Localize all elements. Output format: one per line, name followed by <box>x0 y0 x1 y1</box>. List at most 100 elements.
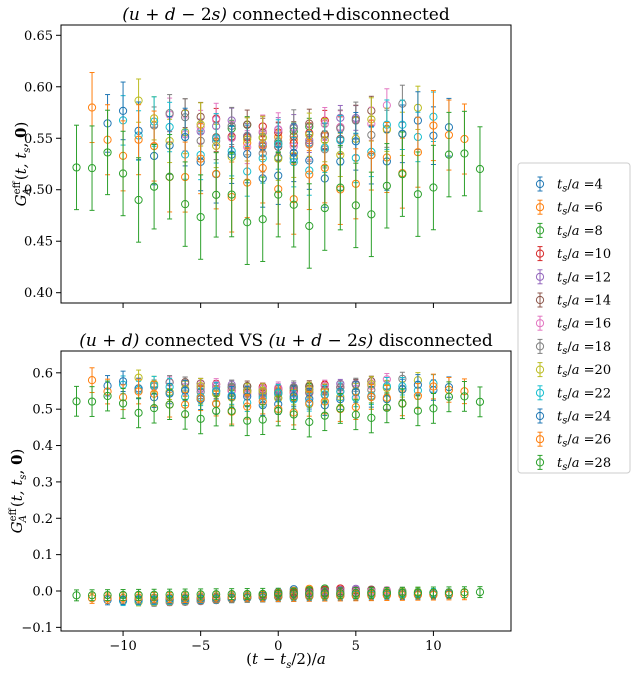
bottom-panel-title: (u + d) connected VS (u + d − 2s) discon… <box>79 331 493 351</box>
legend-label: ts/a =26 <box>557 433 611 450</box>
top-panel-frame <box>60 24 512 304</box>
legend-label: ts/a =14 <box>557 294 611 311</box>
data-point <box>413 190 422 199</box>
data-point <box>535 388 545 397</box>
data-point <box>289 200 298 209</box>
data-point <box>274 589 283 598</box>
data-point <box>289 148 298 157</box>
data-point <box>165 590 174 599</box>
data-point <box>351 201 360 210</box>
x-tick-label: 10 <box>425 639 442 654</box>
y-tick-label: −0.1 <box>21 621 53 636</box>
data-point <box>196 154 205 163</box>
data-point <box>134 590 143 599</box>
data-point <box>87 591 97 600</box>
data-point <box>196 590 205 599</box>
y-tick-label: 0.40 <box>24 286 53 301</box>
top-panel-marks <box>72 72 485 269</box>
data-point <box>289 410 298 419</box>
data-point <box>336 404 345 413</box>
data-point <box>320 204 329 213</box>
bottom-panel-xlabel: (t − ts/2)/a <box>246 650 326 671</box>
data-point <box>320 411 329 420</box>
data-point <box>382 588 391 597</box>
data-point <box>305 589 314 598</box>
y-tick-label: 0.65 <box>24 29 53 44</box>
bottom-panel-marks <box>72 367 485 607</box>
data-point <box>212 190 221 199</box>
data-point <box>535 319 545 328</box>
data-point <box>258 589 267 598</box>
data-point <box>165 172 174 181</box>
data-point <box>535 365 545 374</box>
data-point <box>134 408 143 417</box>
data-point <box>196 414 205 423</box>
y-tick-label: 0.0 <box>32 585 53 600</box>
data-point <box>444 150 454 159</box>
data-point <box>243 218 252 227</box>
top-panel: (u + d − 2s) connected+disconnected 0.40… <box>12 5 512 308</box>
data-point <box>150 404 159 413</box>
data-point <box>535 411 545 421</box>
data-point <box>460 149 469 158</box>
data-point <box>535 272 545 281</box>
data-point <box>336 183 345 192</box>
y-tick-label: 0.6 <box>32 366 53 381</box>
data-point <box>243 416 252 425</box>
data-point <box>103 391 112 401</box>
top-panel-ylabel: GeffA(t, ts, 0) <box>12 122 33 207</box>
y-tick-label: 0.5 <box>32 403 53 418</box>
data-point <box>475 397 485 406</box>
legend: ts/a =4 ts/a =6 ts/a =8 ts/a =10 ts/a =12 ts/… <box>517 162 631 474</box>
data-point <box>382 181 391 190</box>
data-point <box>336 589 345 598</box>
legend-label: ts/a =10 <box>557 247 611 264</box>
legend-label: ts/a =18 <box>557 340 611 357</box>
data-point <box>258 163 267 173</box>
data-point <box>118 106 128 115</box>
top-panel-ticks: 0.40 0.45 0.50 0.55 0.60 0.65 <box>24 29 434 308</box>
y-tick-label: 0.60 <box>24 80 53 95</box>
x-tick-label: −10 <box>109 639 136 654</box>
data-point <box>305 221 314 231</box>
y-tick-label: 0.4 <box>32 439 53 454</box>
data-point <box>398 170 407 179</box>
data-point <box>227 190 236 199</box>
data-point <box>535 435 545 444</box>
data-point <box>258 215 267 224</box>
data-point <box>413 588 422 597</box>
x-tick-label: 5 <box>352 639 360 654</box>
data-point <box>289 589 298 598</box>
data-point <box>212 406 221 416</box>
data-point <box>118 590 128 600</box>
data-point <box>367 210 376 219</box>
legend-label: ts/a =20 <box>557 363 611 380</box>
data-point <box>72 397 81 406</box>
data-point <box>367 392 376 402</box>
data-point <box>150 182 159 191</box>
legend-label: ts/a =8 <box>557 224 603 241</box>
y-tick-label: 0.2 <box>32 512 53 527</box>
data-point <box>87 164 97 173</box>
data-point <box>196 394 205 403</box>
data-point <box>181 590 190 599</box>
data-point <box>351 410 360 419</box>
data-point <box>150 590 159 599</box>
y-tick-label: 0.1 <box>32 548 53 563</box>
data-point <box>444 588 454 597</box>
legend-label: ts/a =28 <box>557 456 611 473</box>
data-point <box>367 413 376 422</box>
legend-label: ts/a =16 <box>557 317 611 334</box>
data-point <box>429 183 438 192</box>
data-point <box>351 137 360 146</box>
data-point <box>460 588 469 597</box>
data-point <box>103 591 112 600</box>
data-point <box>367 150 376 160</box>
data-point <box>535 458 545 467</box>
bottom-panel-frame <box>60 350 512 632</box>
legend-label: ts/a =24 <box>557 410 611 427</box>
data-point <box>72 163 81 172</box>
top-panel-title: (u + d − 2s) connected+disconnected <box>122 5 450 25</box>
y-tick-label: 0.50 <box>24 183 53 198</box>
data-point <box>274 190 283 199</box>
